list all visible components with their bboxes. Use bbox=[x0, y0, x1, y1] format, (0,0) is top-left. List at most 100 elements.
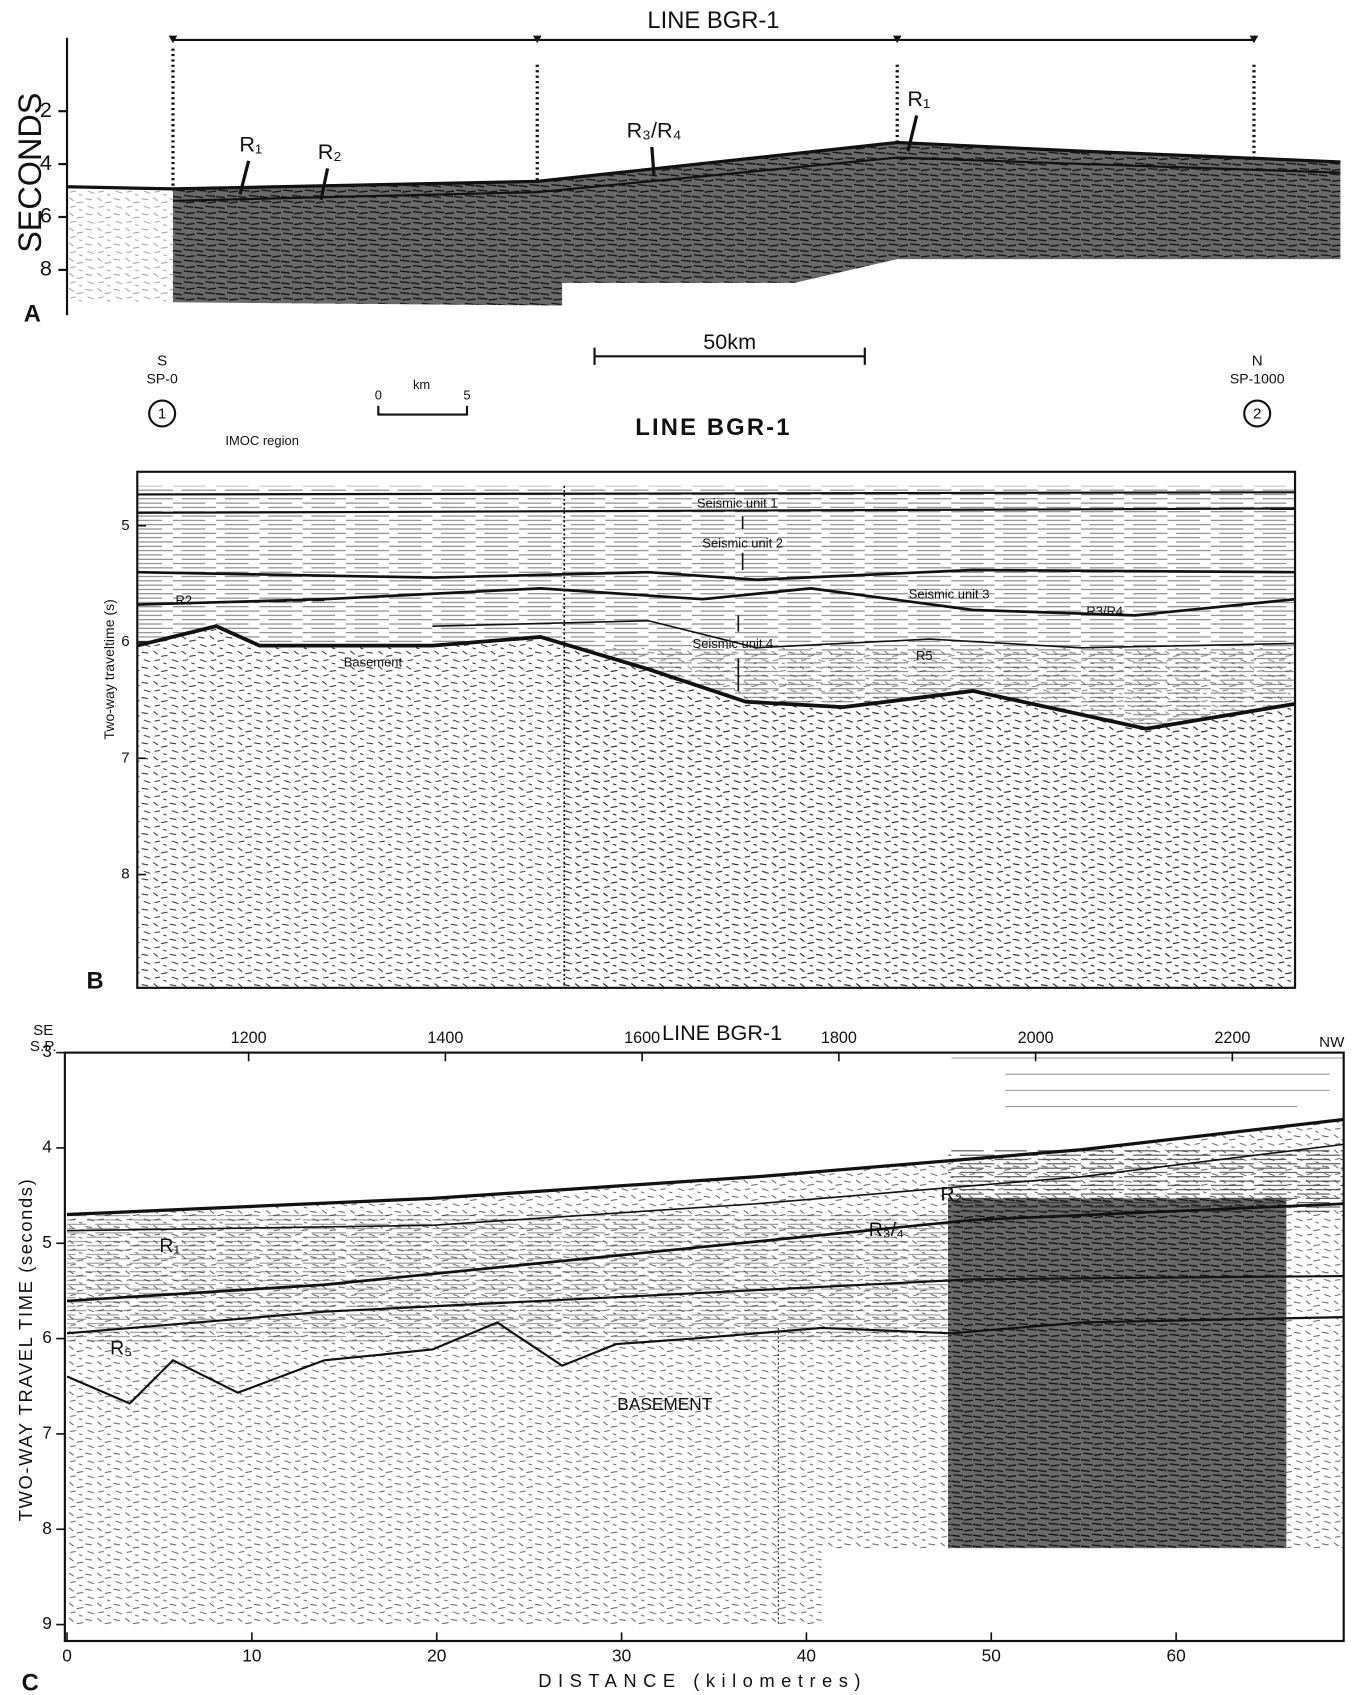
panel-title: LINE BGR-1 bbox=[662, 1020, 782, 1045]
x-tick-label: 20 bbox=[427, 1646, 446, 1666]
reflector-label: R₃/₄ bbox=[869, 1219, 904, 1241]
water-traces bbox=[951, 1057, 1344, 1108]
y-tick-label: 6 bbox=[42, 1327, 52, 1347]
shot-point-tick-label: 1400 bbox=[427, 1029, 463, 1047]
start-direction: SE bbox=[33, 1022, 53, 1039]
reflector-label: R₂ bbox=[940, 1183, 962, 1205]
panel-c: SE S.P. LINE BGR-1 NW TWO-WAY TRAVEL TIM… bbox=[15, 1020, 1345, 1695]
panel-title: LINE BGR-1 bbox=[647, 7, 779, 34]
unit-label: Seismic unit 3 bbox=[909, 586, 990, 601]
shot-markers bbox=[168, 35, 1259, 44]
y-tick-label: 5 bbox=[42, 1232, 52, 1252]
reflector bbox=[137, 587, 1296, 617]
shot-point: SP-0 bbox=[147, 371, 178, 387]
panel-label: C bbox=[22, 1669, 39, 1695]
unit-label: R5 bbox=[916, 648, 933, 663]
panel-label: A bbox=[24, 301, 41, 328]
seismic-dark bbox=[948, 1198, 1287, 1549]
unit-label: Seismic unit 4 bbox=[693, 636, 774, 651]
reflector bbox=[172, 156, 1341, 202]
arrow bbox=[650, 146, 656, 177]
x-axis-label: DISTANCE (kilometres) bbox=[538, 1670, 867, 1691]
x-tick-label: 40 bbox=[797, 1646, 816, 1666]
y-axis-label: TWO-WAY TRAVEL TIME (seconds) bbox=[15, 1178, 36, 1522]
frame bbox=[136, 470, 1297, 989]
y-tick-label: 4 bbox=[40, 150, 52, 175]
shot-point-tick-label: 2000 bbox=[1018, 1029, 1054, 1047]
r2-reflector bbox=[137, 599, 325, 606]
seismic-faint bbox=[67, 188, 173, 303]
y-tick-label: 5 bbox=[121, 517, 129, 534]
end-direction: NW bbox=[1319, 1034, 1345, 1051]
arrow bbox=[319, 168, 330, 201]
arrow bbox=[906, 115, 919, 152]
sediments bbox=[67, 1214, 949, 1345]
shot-point-tick-label: 2200 bbox=[1214, 1029, 1250, 1047]
y-axis-label: SECONDS bbox=[12, 93, 48, 253]
seafloor bbox=[66, 1117, 1344, 1217]
basement-dark bbox=[564, 647, 1296, 988]
basement bbox=[137, 624, 1296, 731]
arrow bbox=[238, 160, 251, 195]
reflector bbox=[432, 619, 1296, 649]
reflector bbox=[66, 1275, 1344, 1335]
unit-label: Seismic unit 1 bbox=[697, 496, 778, 511]
shot-point-tick-label: 1800 bbox=[821, 1029, 857, 1047]
y-tick-label: 8 bbox=[40, 256, 52, 281]
reflector bbox=[67, 1143, 1344, 1232]
region-box: IMOC region bbox=[225, 432, 299, 449]
scale-unit: km bbox=[413, 377, 430, 392]
direction: S bbox=[157, 353, 167, 370]
y-tick-label: 9 bbox=[42, 1613, 52, 1633]
km-scale bbox=[377, 405, 469, 416]
y-tick-label: 6 bbox=[121, 633, 129, 650]
frame bbox=[63, 1051, 1345, 1643]
unit-label: R2 bbox=[175, 593, 192, 608]
y-tick-label: 7 bbox=[121, 749, 129, 766]
scale-start: 0 bbox=[375, 388, 382, 403]
shot-point: SP-1000 bbox=[1230, 371, 1285, 387]
x-tick-label: 30 bbox=[612, 1646, 631, 1666]
reflector-label: R₁ bbox=[159, 1235, 180, 1257]
marker-circle bbox=[1243, 399, 1272, 428]
panel-label: B bbox=[86, 968, 103, 995]
y-tick-label: 2 bbox=[40, 97, 52, 122]
reflector-label: R₂ bbox=[318, 139, 342, 164]
marker: 2 bbox=[1253, 406, 1261, 423]
shot-point-label: S.P. bbox=[30, 1038, 57, 1055]
reflector-label: R₁ bbox=[239, 131, 262, 156]
direction: N bbox=[1252, 353, 1263, 370]
marker: 1 bbox=[158, 406, 166, 423]
x-tick-label: 50 bbox=[982, 1646, 1001, 1666]
scale-bar-label: 50km bbox=[703, 329, 756, 354]
panel-b: S SP-0 1 N SP-1000 2 0 km 5 LINE BGR-1 I… bbox=[86, 353, 1297, 995]
reflector-label: R₅ bbox=[110, 1338, 132, 1360]
y-tick-label: 8 bbox=[121, 866, 129, 883]
y-tick-label: 4 bbox=[42, 1137, 52, 1157]
unit-label: R3/R4 bbox=[1086, 604, 1123, 619]
x-tick-label: 60 bbox=[1167, 1646, 1186, 1666]
reflector-label: R₃/R₄ bbox=[627, 117, 682, 142]
scale-end: 5 bbox=[463, 388, 470, 403]
unit-label: Basement bbox=[344, 654, 403, 669]
y-tick-label: 3 bbox=[42, 1041, 52, 1061]
y-axis-label: Two-way traveltime (s) bbox=[101, 599, 117, 739]
y-tick-label: 6 bbox=[40, 203, 52, 228]
reflector-label: BASEMENT bbox=[617, 1394, 712, 1414]
reflector bbox=[137, 507, 1296, 514]
shot-point-tick-label: 1200 bbox=[231, 1029, 267, 1047]
panel-title: LINE BGR-1 bbox=[635, 414, 791, 441]
marker-circle bbox=[148, 399, 177, 428]
shot-point-tick-label: 1600 bbox=[624, 1029, 660, 1047]
y-tick-label: 8 bbox=[42, 1518, 52, 1538]
r34-reflector bbox=[66, 1202, 1344, 1303]
region-label: IMOC region bbox=[225, 432, 299, 449]
seafloor bbox=[66, 140, 1341, 191]
trace-columns bbox=[171, 48, 1256, 189]
reflector-label: R₁ bbox=[907, 86, 930, 111]
seafloor bbox=[137, 491, 1296, 496]
reflector bbox=[137, 568, 1296, 582]
unit-label: Seismic unit 2 bbox=[702, 536, 783, 551]
